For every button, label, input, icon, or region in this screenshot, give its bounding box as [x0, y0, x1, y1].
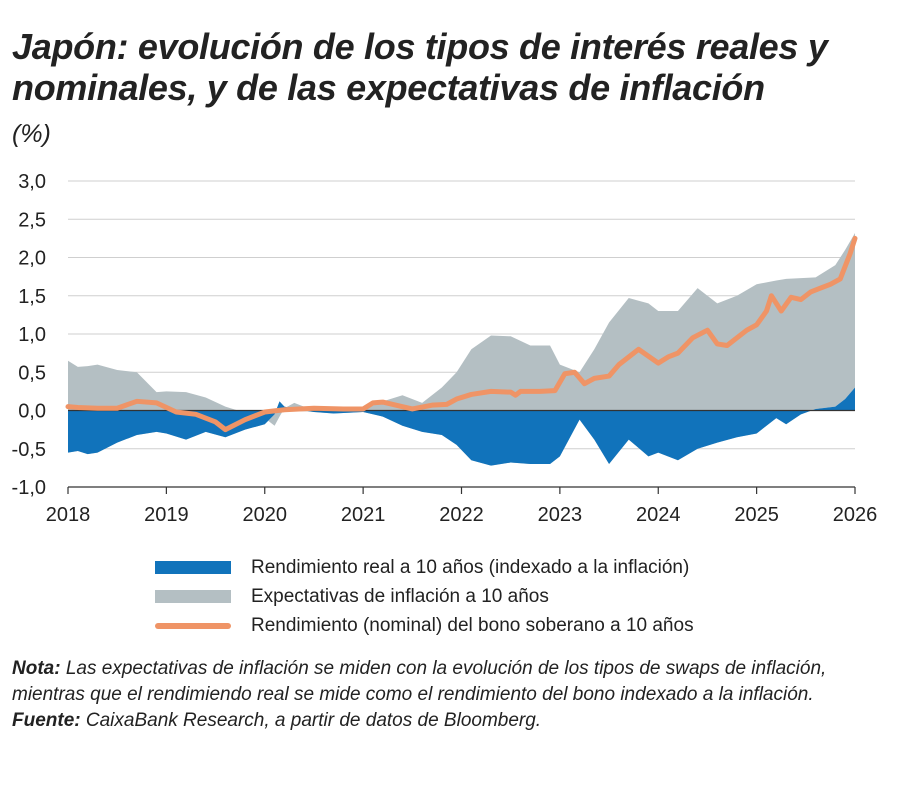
y-tick-label: 2,0 [18, 248, 46, 270]
chart-title: Japón: evolución de los tipos de interés… [12, 26, 828, 108]
x-tick-label: 2020 [243, 504, 288, 526]
y-tick-label: 1,0 [18, 324, 46, 346]
x-tick-label: 2021 [341, 504, 386, 526]
note-paragraph: Nota: Las expectativas de inflación se m… [12, 656, 892, 708]
legend-label-expectations: Expectativas de inflación a 10 años [251, 585, 549, 607]
x-tick-label: 2019 [144, 504, 189, 526]
legend-swatch-expectations [155, 590, 231, 603]
y-tick-label: 1,5 [18, 286, 46, 308]
legend-item-real: Rendimiento real a 10 años (indexado a l… [155, 553, 855, 582]
x-tick-label: 2026 [833, 504, 878, 526]
chart-plot: 3,02,52,01,51,00,50,0-0,5-1,0 2018 2019 20… [12, 171, 878, 526]
y-tick-labels: 3,0 2,5 2,0 1,5 1,0 0,5 0,0 -0,5 -1,0 [12, 171, 46, 499]
series-lines [65, 235, 858, 433]
note-text: Las expectativas de inflación se miden c… [12, 658, 827, 705]
source-paragraph: Fuente: CaixaBank Research, a partir de … [12, 708, 892, 734]
legend: Rendimiento real a 10 años (indexado a l… [155, 553, 855, 640]
x-tick-label: 2018 [46, 504, 91, 526]
source-label: Fuente: [12, 710, 81, 731]
legend-swatch-real [155, 561, 231, 574]
legend-item-expectations: Expectativas de inflación a 10 años [155, 582, 855, 611]
footnotes: Nota: Las expectativas de inflación se m… [12, 656, 892, 734]
x-tick-labels: 2018 2019 2020 2021 2022 2023 2024 2025 2026 [46, 504, 878, 526]
source-text: CaixaBank Research, a partir de datos de… [80, 710, 542, 731]
note-label: Nota: [12, 658, 61, 679]
axes [67, 409, 856, 494]
legend-swatch-nominal [155, 622, 231, 629]
y-tick-label: 3,0 [18, 171, 46, 193]
x-tick-label: 2023 [538, 504, 583, 526]
y-tick-label: -0,5 [12, 439, 46, 461]
y-tick-label: 0,5 [18, 362, 46, 384]
real-yield-area [68, 387, 855, 466]
x-tick-label: 2024 [636, 504, 681, 526]
y-tick-label: 0,0 [18, 401, 46, 423]
expectations-area [68, 233, 855, 466]
y-axis-unit: (%) [12, 120, 51, 148]
y-tick-label: -1,0 [12, 477, 46, 499]
legend-label-real: Rendimiento real a 10 años (indexado a l… [251, 556, 690, 578]
y-tick-label: 2,5 [18, 209, 46, 231]
legend-label-nominal: Rendimiento (nominal) del bono soberano … [251, 614, 694, 636]
series-areas [68, 233, 855, 466]
x-tick-label: 2022 [439, 504, 484, 526]
x-tick-label: 2025 [734, 504, 779, 526]
nominal-yield-line [65, 235, 858, 433]
legend-item-nominal: Rendimiento (nominal) del bono soberano … [155, 611, 855, 640]
